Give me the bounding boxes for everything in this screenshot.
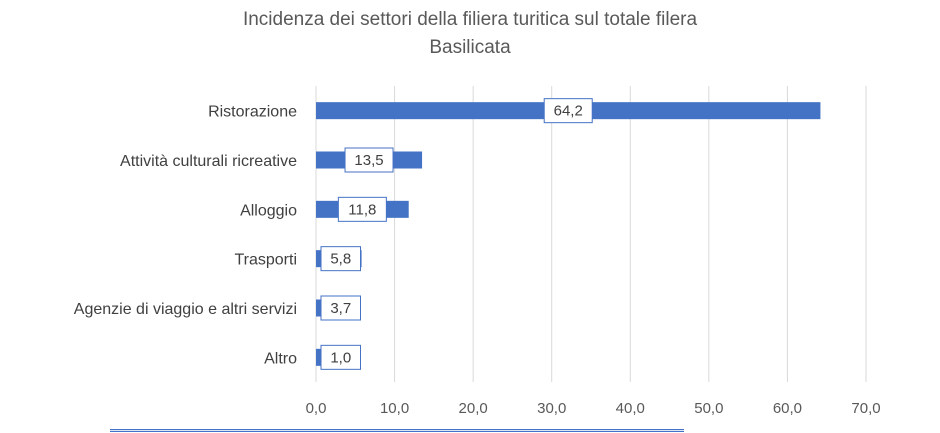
chart-title: Incidenza dei settori della filiera turi… xyxy=(242,9,698,30)
data-labels: 64,2 13,5 11,8 5,8 3,7 1,0 xyxy=(320,98,593,370)
category-label: Attività culturali ricreative xyxy=(120,153,297,170)
data-label: 3,7 xyxy=(330,300,351,317)
data-label-box xyxy=(320,344,361,370)
data-label-box xyxy=(337,196,387,222)
x-tick-labels: 0,0 10,0 20,0 30,0 40,0 50,0 60,0 70,0 xyxy=(306,400,881,417)
category-label: Agenzie di viaggio e altri servizi xyxy=(74,301,297,318)
category-label: Trasporti xyxy=(234,252,297,269)
data-label: 13,5 xyxy=(354,152,383,169)
data-label-box xyxy=(320,246,361,272)
category-label: Altro xyxy=(264,350,297,367)
data-label: 1,0 xyxy=(330,349,351,366)
bar xyxy=(316,348,324,366)
x-tick-label: 70,0 xyxy=(851,400,880,417)
chart-title-block: Incidenza dei settori della filiera turi… xyxy=(0,6,940,62)
x-tick-label: 40,0 xyxy=(616,400,645,417)
bars xyxy=(316,102,821,366)
gridlines xyxy=(315,86,867,382)
x-tick-label: 0,0 xyxy=(306,400,327,417)
data-label-box xyxy=(320,295,361,321)
data-label-box xyxy=(344,147,394,173)
x-tick-label: 30,0 xyxy=(537,400,566,417)
category-labels: Ristorazione Attività culturali ricreativ… xyxy=(74,104,297,368)
data-label: 64,2 xyxy=(554,103,583,120)
data-label: 5,8 xyxy=(330,251,351,268)
x-tick-label: 10,0 xyxy=(380,400,409,417)
category-label: Alloggio xyxy=(240,202,297,219)
x-tick-label: 50,0 xyxy=(694,400,723,417)
horizontal-scrollbar[interactable] xyxy=(110,429,684,432)
chart-subtitle: Basilicata xyxy=(429,37,511,58)
x-tick-label: 20,0 xyxy=(459,400,488,417)
data-label-box xyxy=(543,98,593,124)
x-tick-label: 60,0 xyxy=(773,400,802,417)
category-label: Ristorazione xyxy=(208,104,297,121)
data-label: 11,8 xyxy=(348,201,376,218)
